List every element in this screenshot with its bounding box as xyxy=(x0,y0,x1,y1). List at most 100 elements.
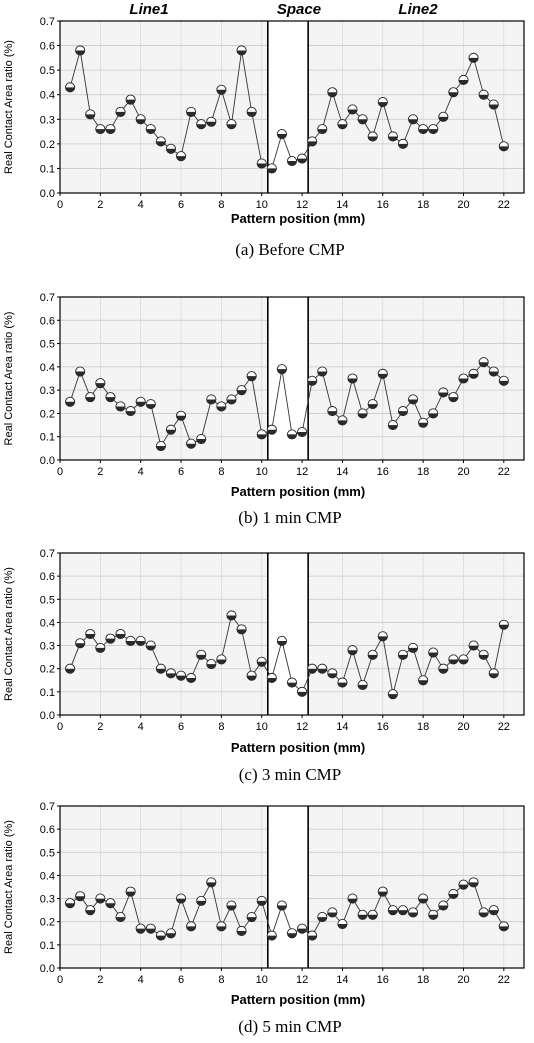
data-point xyxy=(428,408,439,419)
data-point-shade xyxy=(136,119,146,124)
data-point-shade xyxy=(247,917,257,922)
data-point-shade xyxy=(428,914,438,920)
y-tick-label: 0.6 xyxy=(40,824,55,836)
data-point xyxy=(276,635,287,646)
data-point xyxy=(115,106,126,117)
data-point-shade xyxy=(368,914,378,920)
y-tick-label: 0.1 xyxy=(40,163,55,175)
data-point-shade xyxy=(358,413,368,419)
data-point-shade xyxy=(277,905,287,911)
data-point-shade xyxy=(156,446,166,451)
data-point xyxy=(307,136,318,147)
data-point-shade xyxy=(75,643,85,648)
data-point-shade xyxy=(226,124,237,129)
data-point xyxy=(317,912,328,923)
data-point-shade xyxy=(267,429,277,435)
data-point xyxy=(175,410,187,421)
data-point-shade xyxy=(438,668,448,674)
data-point xyxy=(407,394,419,405)
y-tick-label: 0.0 xyxy=(40,455,55,467)
data-point-shade xyxy=(479,654,489,660)
column-header-line1: Line1 xyxy=(129,1,168,18)
data-point xyxy=(145,923,156,934)
data-point xyxy=(357,909,368,920)
data-point-shade xyxy=(226,399,237,405)
data-point-shade xyxy=(257,900,267,906)
chart-panel-1: 0.0 0.1 0.2 0.3 0.4 0.5 0.6 0.7 0 2 4 6 8 10 12 14 16 18 2… xyxy=(3,16,525,259)
data-point-shade xyxy=(267,935,277,941)
data-point-shade xyxy=(297,691,307,697)
data-point-shade xyxy=(146,404,156,409)
data-point xyxy=(387,689,398,700)
data-point-shade xyxy=(388,136,398,142)
data-point xyxy=(428,647,439,658)
data-point xyxy=(367,649,378,660)
data-point xyxy=(478,649,489,660)
data-point xyxy=(186,438,197,449)
y-tick-label: 0.0 xyxy=(40,188,55,200)
data-point-shade xyxy=(317,668,327,674)
data-point xyxy=(246,912,257,923)
data-point-shade xyxy=(438,905,448,911)
data-point-shade xyxy=(277,369,287,374)
data-point-shade xyxy=(458,378,469,384)
data-point xyxy=(448,87,459,98)
data-point-shade xyxy=(388,910,398,915)
data-point-shade xyxy=(267,168,277,174)
y-tick-label: 0.7 xyxy=(40,16,55,28)
data-point-shade xyxy=(196,900,206,906)
data-point xyxy=(488,905,499,916)
data-point-shade xyxy=(95,647,105,653)
data-point xyxy=(65,82,76,93)
data-point-shade xyxy=(206,121,216,127)
data-point-shade xyxy=(428,652,438,658)
data-point xyxy=(266,672,277,684)
data-point-shade xyxy=(358,914,368,920)
data-point xyxy=(256,656,267,667)
data-point xyxy=(327,668,338,679)
y-axis-label: Real Contact Area ratio (%) xyxy=(3,567,15,701)
x-tick-label: 20 xyxy=(457,974,469,986)
data-point-shade xyxy=(307,380,317,386)
x-tick-label: 10 xyxy=(256,466,268,478)
data-point-shade xyxy=(126,640,136,646)
x-tick-label: 12 xyxy=(296,466,308,478)
data-point-shade xyxy=(327,92,337,97)
x-axis-label: Pattern position (mm) xyxy=(231,211,365,226)
plot-frame xyxy=(59,805,525,969)
data-point-shade xyxy=(468,882,479,887)
data-point xyxy=(317,124,328,135)
x-tick-label: 2 xyxy=(97,974,103,986)
data-point-shade xyxy=(347,378,358,384)
data-point-shade xyxy=(307,141,317,146)
data-point xyxy=(488,668,499,679)
y-axis-label: Real Contact Area ratio (%) xyxy=(3,40,15,174)
data-point xyxy=(286,928,298,939)
data-point xyxy=(196,649,207,660)
data-point-shade xyxy=(398,910,408,915)
data-point xyxy=(297,923,308,934)
y-tick-label: 0.7 xyxy=(40,548,55,560)
data-point xyxy=(266,424,277,435)
data-point xyxy=(468,368,479,379)
y-tick-label: 0.2 xyxy=(40,917,55,929)
y-tick-label: 0.6 xyxy=(40,41,55,53)
data-point-shade xyxy=(337,420,348,426)
data-point-shade xyxy=(136,928,146,934)
data-point-shade xyxy=(479,94,489,100)
data-point xyxy=(387,131,398,142)
data-point-shade xyxy=(156,935,166,941)
data-point-shade xyxy=(196,124,206,129)
data-point-shade xyxy=(85,397,95,402)
data-point xyxy=(105,898,116,909)
y-tick-label: 0.4 xyxy=(40,362,55,374)
data-point xyxy=(367,131,378,142)
data-point-shade xyxy=(307,935,317,941)
data-point-shade xyxy=(428,413,438,419)
y-tick-label: 0.0 xyxy=(40,710,55,722)
x-tick-label: 8 xyxy=(218,974,224,986)
data-point xyxy=(478,89,489,100)
data-point-shade xyxy=(479,912,489,918)
data-point xyxy=(175,151,187,162)
x-tick-label: 20 xyxy=(457,466,469,478)
